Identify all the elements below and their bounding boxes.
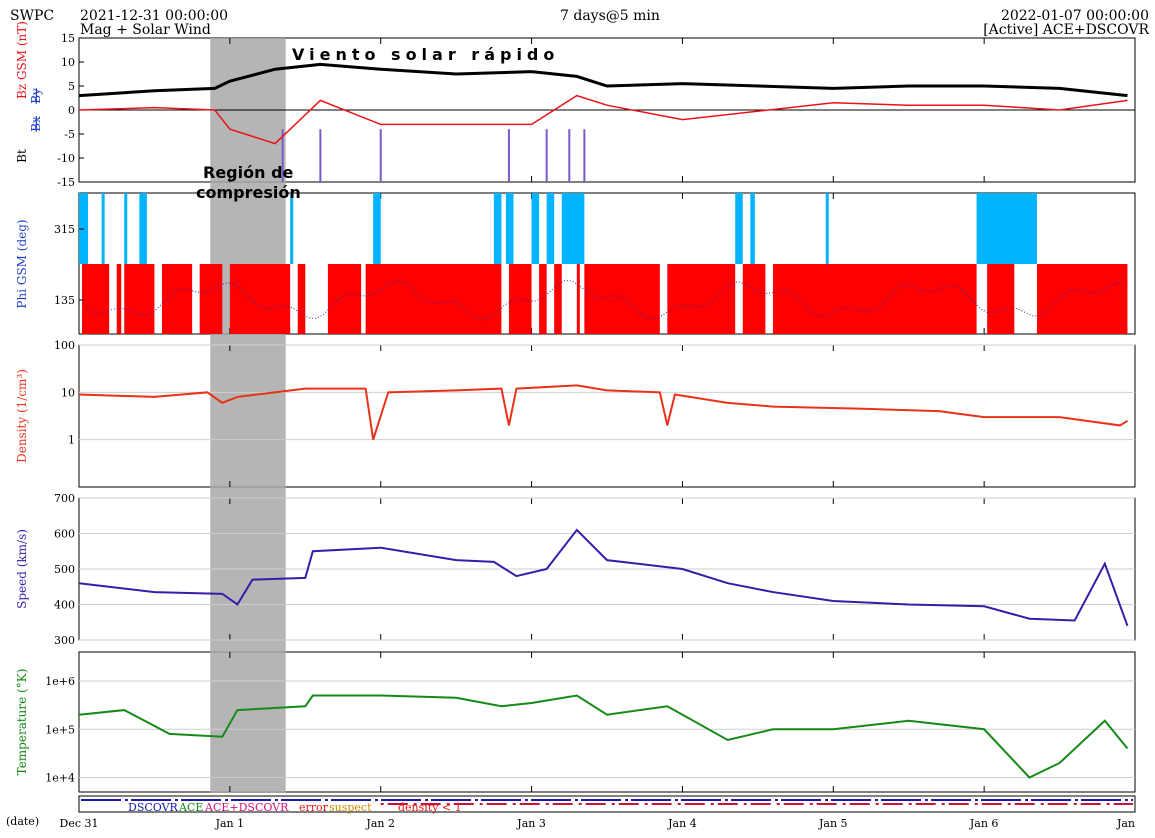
x-tick-label: Jan 3 (516, 817, 546, 830)
density-y-tick-label: 100 (54, 339, 75, 352)
speed-ylabel: Speed (km/s) (15, 529, 29, 609)
phi-red-band (116, 264, 122, 334)
density-ylabel: Density (1/cm³) (15, 369, 29, 463)
legend-suspect: suspect (329, 801, 372, 814)
x-tick-label: Jan 2 (365, 817, 395, 830)
x-tick-label: Jan 1 (215, 817, 245, 830)
phi-ylabel: Phi GSM (deg) (15, 219, 29, 308)
phi-red-band (987, 264, 1015, 334)
phi-red-band (199, 264, 223, 334)
source-bar-frame (78, 795, 1136, 813)
speed-series (78, 528, 1129, 627)
mag-y-tick-label: -5 (64, 128, 75, 141)
temperature-ylabel: Temperature (°K) (15, 669, 29, 776)
phi-red-band (365, 264, 502, 334)
end-time: 2022-01-07 00:00:00 (1001, 8, 1149, 24)
time-span: 7 days@5 min (560, 8, 660, 24)
phi-blue-band (373, 193, 381, 264)
mag-series-bz (78, 94, 1128, 145)
mag-y-tick-label: 10 (61, 56, 75, 69)
mag-y-tick-label: 0 (68, 104, 75, 117)
phi-red-band (161, 264, 193, 334)
phi-blue-band (531, 193, 540, 264)
density-y-tick-label: 10 (61, 386, 75, 399)
x-tick-label: Jan 5 (818, 817, 848, 830)
phi-points (81, 279, 1124, 321)
phi-red-band (297, 264, 306, 334)
mag-y-tick-label: 15 (61, 32, 75, 45)
temperature-y-tick-label: 1e+5 (45, 723, 75, 736)
mag-y-tick-label: -15 (57, 176, 75, 189)
phi-y-tick-label: 135 (54, 294, 75, 307)
mag-y-tick-label: 5 (68, 80, 75, 93)
phi-blue-band (505, 193, 514, 264)
phi-blue-band (750, 193, 755, 264)
mag-ylabel-bx: Bx (29, 116, 43, 132)
date-label: (date) (6, 815, 39, 828)
phi-blue-band (976, 193, 1037, 264)
phi-blue-band (290, 193, 294, 264)
legend-ace-dscovr: ACE+DSCOVR (204, 801, 289, 814)
density-y-tick-label: 1 (68, 434, 75, 447)
x-tick-label: Dec 31 (60, 817, 99, 830)
phi-red-band (508, 264, 532, 334)
temperature-series (78, 694, 1129, 779)
legend-density-low: density < 1 (398, 801, 462, 814)
speed-y-tick-label: 700 (54, 492, 75, 505)
phi-blue-band (101, 193, 105, 264)
compression-annotation-line2: compresión (196, 183, 301, 202)
legend-dscovr: DSCOVR (128, 801, 179, 814)
speed-y-tick-label: 600 (54, 528, 75, 541)
phi-blue-band (546, 193, 555, 264)
panel-frame-temperature (78, 651, 1136, 793)
mag-ylabel-bz: Bz GSM (nT) (15, 21, 29, 99)
x-tick-label: Jan 4 (667, 817, 697, 830)
mag-ylabel-bt: Bt (15, 149, 29, 163)
density-series (78, 384, 1128, 440)
phi-red-band (82, 264, 110, 334)
phi-blue-band (561, 193, 585, 264)
phi-red-band (772, 264, 977, 334)
mag-y-tick-label: -10 (57, 152, 75, 165)
plot-area: Dec 31 Jan 1 Jan 2 Jan 3 Jan 4 Jan 5 Jan 6 Jan -… (15, 21, 1136, 830)
data-source: [Active] ACE+DSCOVR (983, 22, 1149, 38)
phi-red-band (1036, 264, 1128, 334)
phi-red-band (539, 264, 547, 334)
mag-series-bt (78, 62, 1128, 98)
x-tick-label: Jan 6 (969, 817, 999, 830)
phi-blue-band (493, 193, 502, 264)
phi-red-band (554, 264, 562, 334)
legend-ace: ACE (178, 801, 203, 814)
speed-y-tick-label: 500 (54, 563, 75, 576)
legend-error: error (299, 801, 329, 814)
phi-y-tick-label: 315 (54, 223, 75, 236)
temperature-y-tick-label: 1e+4 (45, 771, 75, 784)
agency-label: SWPC (10, 8, 54, 24)
mag-ylabel-by: By (29, 88, 43, 104)
x-tick-label: Jan (1116, 817, 1135, 830)
subtitle: Mag + Solar Wind (80, 22, 211, 38)
temperature-y-tick-label: 1e+6 (45, 675, 75, 688)
phi-red-band (667, 264, 736, 334)
phi-red-band (124, 264, 155, 334)
compression-annotation-line1: Región de (203, 163, 294, 182)
phi-blue-band (735, 193, 743, 264)
start-time: 2021-12-31 00:00:00 (80, 8, 228, 24)
phi-red-band (584, 264, 660, 334)
phi-red-band (229, 264, 291, 334)
fast-wind-annotation: Viento solar rápido (292, 45, 559, 64)
phi-red-band (742, 264, 766, 334)
phi-red-band (327, 264, 362, 334)
phi-blue-band (139, 193, 147, 264)
phi-blue-band (825, 193, 829, 264)
phi-red-band (576, 264, 580, 334)
phi-blue-band (124, 193, 128, 264)
speed-y-tick-label: 400 (54, 599, 75, 612)
compression-shade (210, 38, 286, 793)
speed-y-tick-label: 300 (54, 634, 75, 647)
